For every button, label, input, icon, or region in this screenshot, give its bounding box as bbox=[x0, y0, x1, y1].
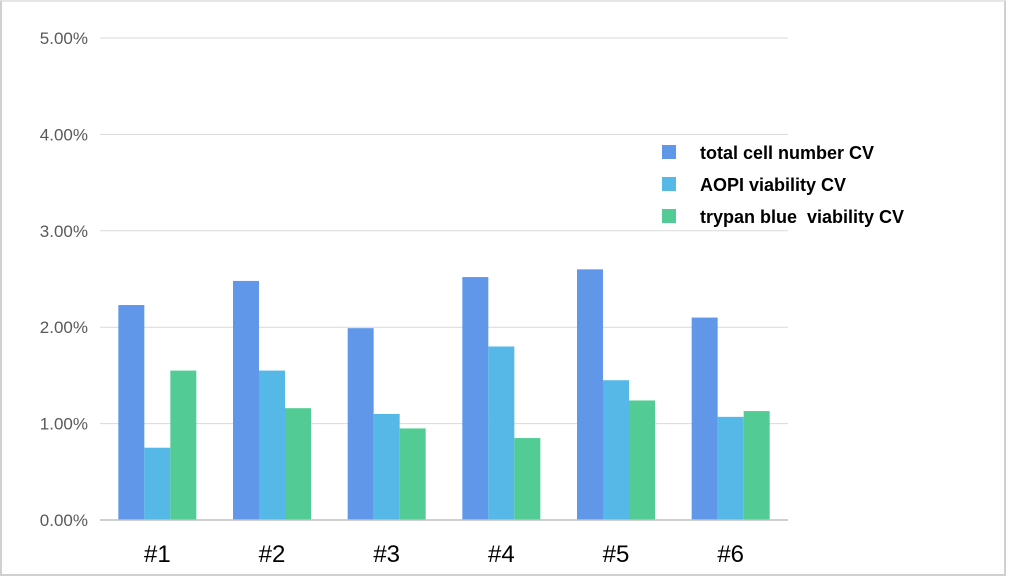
x-tick-label: #5 bbox=[603, 541, 630, 568]
bar bbox=[691, 317, 718, 520]
bar bbox=[259, 370, 285, 520]
x-tick-label: #4 bbox=[488, 541, 515, 568]
bar bbox=[743, 411, 770, 520]
x-tick-label: #1 bbox=[144, 541, 171, 568]
legend-label: trypan blue viability CV bbox=[700, 207, 904, 227]
y-tick-label: 4.00% bbox=[40, 125, 88, 144]
bar bbox=[373, 413, 400, 520]
x-tick-label: #2 bbox=[259, 541, 286, 568]
bar bbox=[233, 280, 259, 520]
bar bbox=[347, 328, 374, 520]
gridlines bbox=[100, 37, 788, 425]
bar bbox=[577, 269, 603, 520]
x-tick-label: #6 bbox=[717, 541, 744, 568]
bar bbox=[462, 277, 489, 520]
x-tick-label: #3 bbox=[373, 541, 400, 568]
y-tick-label: 3.00% bbox=[40, 222, 88, 241]
bars bbox=[118, 269, 770, 520]
bar bbox=[629, 400, 655, 520]
bar bbox=[170, 370, 197, 520]
bar bbox=[488, 346, 515, 520]
bar bbox=[144, 447, 171, 520]
legend: total cell number CV AOPI viability CV try… bbox=[662, 143, 904, 227]
bar bbox=[399, 428, 426, 520]
legend-label: total cell number CV bbox=[700, 143, 874, 163]
bar bbox=[285, 408, 311, 520]
legend-swatch bbox=[662, 145, 676, 159]
y-tick-label: 5.00% bbox=[40, 29, 88, 48]
legend-swatch bbox=[662, 177, 676, 191]
y-tick-label: 2.00% bbox=[40, 318, 88, 337]
x-axis-tick-labels: #1 #2 #3 #4 #5 #6 bbox=[144, 541, 744, 568]
bar bbox=[118, 305, 145, 520]
legend-label: AOPI viability CV bbox=[700, 175, 846, 195]
bar bbox=[603, 380, 629, 520]
y-tick-label: 1.00% bbox=[40, 415, 88, 434]
y-axis-tick-labels: 0.00% 1.00% 2.00% 3.00% 4.00% 5.00% bbox=[40, 29, 88, 530]
legend-swatch bbox=[662, 209, 676, 223]
y-tick-label: 0.00% bbox=[40, 511, 88, 530]
bar bbox=[717, 416, 744, 520]
bar bbox=[514, 438, 541, 520]
